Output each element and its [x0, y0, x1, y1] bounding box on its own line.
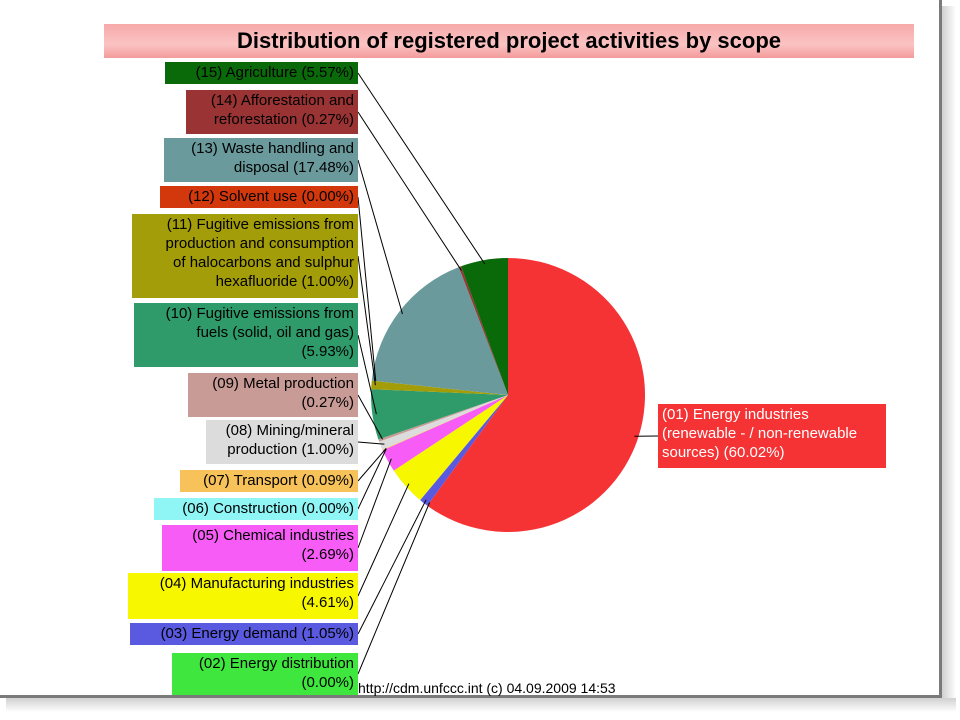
leader-line-05 — [357, 458, 392, 549]
leader-line-07 — [357, 448, 387, 482]
slice-label-03: (03) Energy demand (1.05%) — [130, 623, 358, 645]
slice-label-line: (renewable - / non-renewable — [662, 425, 858, 442]
frame-shadow-bottom — [6, 698, 956, 712]
leader-line-02 — [357, 502, 431, 675]
footer-credit: http://cdm.unfccc.int (c) 04.09.2009 14:… — [358, 680, 616, 696]
leader-line-14 — [357, 111, 462, 271]
slice-label-line: sources) (60.02%) — [662, 444, 785, 461]
pie-slice-10 — [370, 389, 508, 440]
pie-slice-08 — [379, 395, 508, 450]
slice-label-line: (04) Manufacturing industries — [159, 575, 354, 592]
slice-label-14: (14) Afforestation and reforestation (0.2… — [186, 90, 358, 134]
pie-slice-05 — [382, 395, 508, 471]
leader-line-06 — [357, 448, 387, 510]
slice-label-07: (07) Transport (0.09%) — [180, 470, 358, 492]
pie-slice-07 — [382, 395, 508, 451]
chart-title: Distribution of registered project activ… — [104, 24, 914, 58]
pie-slice-11 — [371, 380, 508, 395]
slice-label-line: (06) Construction (0.00%) — [182, 500, 354, 517]
slice-label-06: (06) Construction (0.00%) — [154, 498, 358, 520]
slice-label-line: (12) Solvent use (0.00%) — [188, 188, 354, 205]
leader-line-03 — [357, 499, 427, 635]
slice-label-line: (14) Afforestation and — [210, 92, 354, 109]
leader-line-08 — [357, 441, 385, 445]
slice-label-12: (12) Solvent use (0.00%) — [160, 186, 358, 208]
slice-label-line: reforestation (0.27%) — [213, 111, 354, 128]
leader-line-09 — [357, 394, 383, 440]
slice-label-13: (13) Waste handling and disposal (17.48%) — [164, 138, 358, 182]
slice-label-line: (10) Fugitive emissions from — [165, 305, 354, 322]
slice-label-line: (15) Agriculture (5.57%) — [195, 64, 354, 81]
slice-label-line: (0.00%) — [301, 674, 354, 691]
pie-slice-03 — [420, 395, 508, 506]
slice-label-05: (05) Chemical industries (2.69%) — [162, 525, 358, 571]
pie-slice-09 — [378, 395, 508, 442]
slice-label-line: (09) Metal production — [212, 375, 354, 392]
slice-label-15: (15) Agriculture (5.57%) — [165, 62, 358, 84]
pie-slice-04 — [393, 395, 508, 501]
slice-label-line: disposal (17.48%) — [233, 159, 354, 176]
frame-shadow-right — [942, 6, 956, 706]
leader-line-15 — [357, 72, 486, 265]
pie-slice-14 — [458, 266, 508, 395]
slice-label-08: (08) Mining/mineral production (1.00%) — [206, 420, 358, 464]
slice-label-line: (2.69%) — [301, 546, 354, 563]
slice-label-02: (02) Energy distribution (0.00%) — [172, 653, 358, 695]
slice-label-line: (08) Mining/mineral — [225, 422, 354, 439]
slice-label-line: (05) Chemical industries — [192, 527, 354, 544]
slice-label-10: (10) Fugitive emissions from fuels (solid… — [134, 303, 358, 367]
pie-slice-15 — [461, 258, 508, 395]
slice-label-line: (01) Energy industries — [662, 406, 809, 423]
slice-label-line: fuels (solid, oil and gas) — [196, 324, 354, 341]
pie-chart — [357, 72, 659, 675]
slice-label-line: of halocarbons and sulphur — [173, 254, 354, 271]
leader-line-13 — [357, 159, 403, 315]
slice-label-11: (11) Fugitive emissions from production a… — [132, 214, 358, 298]
slice-label-line: (13) Waste handling and — [191, 140, 354, 157]
leader-line-04 — [357, 483, 410, 597]
leader-line-12 — [357, 196, 377, 382]
slice-label-line: (5.93%) — [301, 343, 354, 360]
slice-label-line: hexafluoride (1.00%) — [215, 273, 354, 290]
chart-frame — [0, 0, 942, 698]
slice-label-line: (07) Transport (0.09%) — [203, 472, 354, 489]
slice-label-line: (03) Energy demand (1.05%) — [160, 625, 354, 642]
slice-label-line: (02) Energy distribution — [198, 655, 354, 672]
slice-label-line: (11) Fugitive emissions from — [166, 216, 354, 233]
pie-slice-13 — [371, 267, 508, 395]
slice-label-line: production (1.00%) — [227, 441, 354, 458]
slice-label-04: (04) Manufacturing industries (4.61%) — [128, 573, 358, 619]
pie-slice-01 — [427, 258, 645, 532]
slice-label-line: production and consumption — [165, 235, 354, 252]
leader-line-10 — [357, 334, 377, 415]
slice-label-09: (09) Metal production (0.27%) — [188, 373, 358, 417]
slice-label-line: (0.27%) — [301, 394, 354, 411]
slice-label-line: (4.61%) — [301, 594, 354, 611]
leader-line-11 — [357, 255, 376, 386]
slice-label-01: (01) Energy industries (renewable - / non… — [658, 404, 886, 468]
